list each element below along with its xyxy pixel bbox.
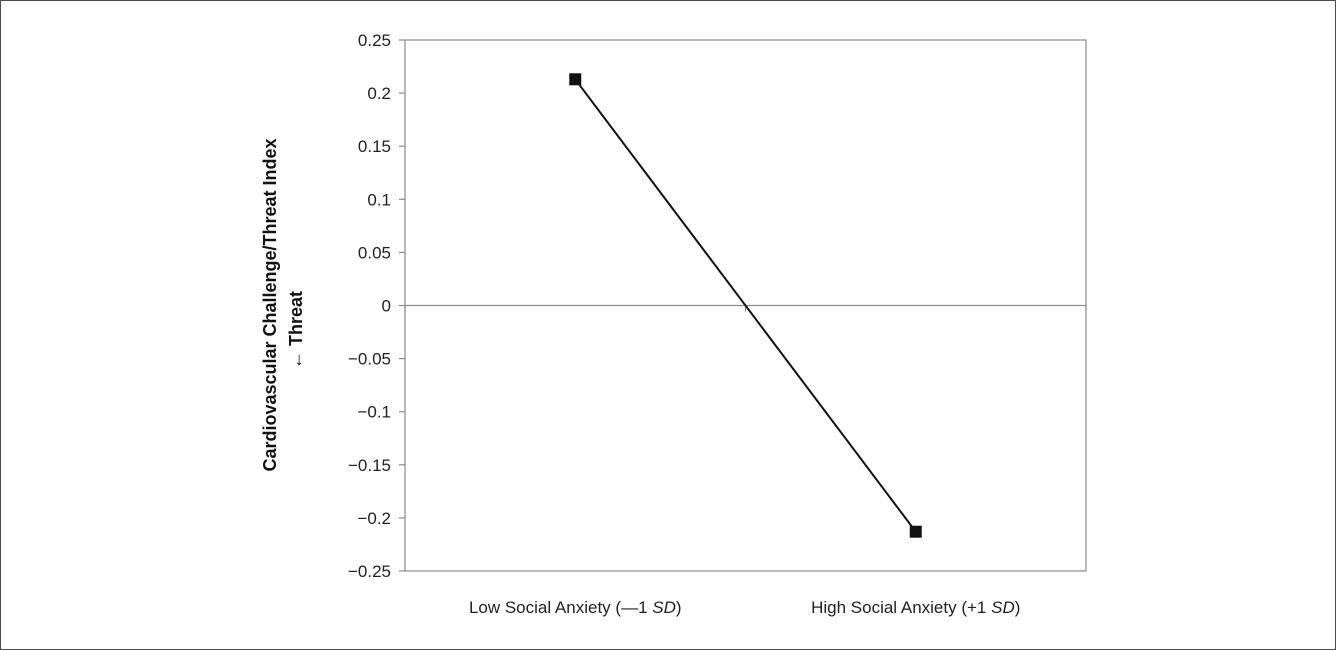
y-tick-label: −0.1 (357, 403, 391, 422)
y-tick-label: 0.15 (358, 137, 391, 156)
y-axis-ticks: 0.25 0.2 0.15 0.1 0.05 0 −0.05 −0.1 −0.15 −0.2 −0.… (348, 31, 405, 581)
y-tick-label: −0.2 (357, 509, 391, 528)
data-point-marker (569, 73, 582, 86)
y-tick-label: 0.25 (358, 31, 391, 50)
y-tick-label: −0.25 (348, 562, 391, 581)
x-category-label: Low Social Anxiety (—1 SD) (469, 598, 682, 617)
y-axis-label: Cardiovascular Challenge/Threat Index (260, 138, 280, 471)
y-tick-label: 0.1 (367, 190, 391, 209)
y-tick-label: 0 (382, 297, 391, 316)
series-line (574, 78, 917, 533)
y-axis-label-threat: ← Threat (286, 291, 306, 369)
x-axis-labels: Low Social Anxiety (—1 SD) High Social An… (469, 598, 1020, 617)
y-tick-label: 0.2 (367, 84, 391, 103)
y-tick-label: −0.15 (348, 456, 391, 475)
y-tick-label: −0.05 (348, 350, 391, 369)
series-group (404, 73, 1087, 538)
data-point-marker (909, 525, 922, 538)
x-category-label: High Social Anxiety (+1 SD) (811, 598, 1020, 617)
y-tick-label: 0.05 (358, 243, 391, 262)
